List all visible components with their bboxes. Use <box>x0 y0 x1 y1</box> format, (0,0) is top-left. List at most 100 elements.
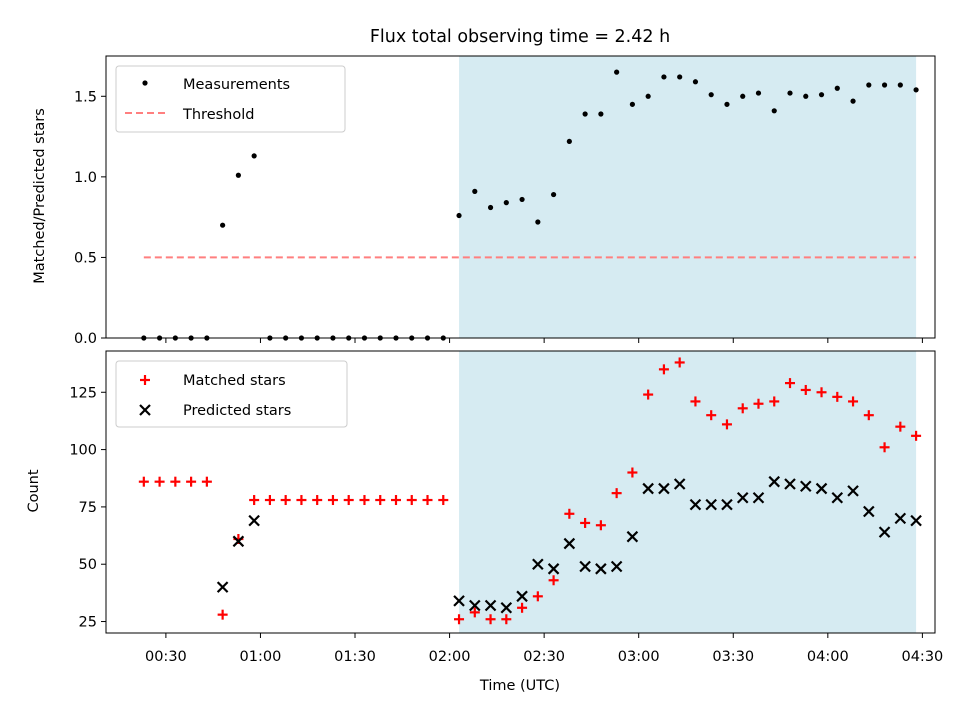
legend-label-threshold: Threshold <box>182 107 254 123</box>
predicted-point <box>500 602 513 614</box>
measurement-point <box>787 90 793 96</box>
predicted-point <box>784 478 796 490</box>
y-tick-label: 75 <box>79 500 97 516</box>
measurement-point <box>645 93 651 99</box>
predicted-point <box>453 595 465 607</box>
y-tick-label: 100 <box>69 443 97 459</box>
measurement-point <box>598 111 604 117</box>
predicted-point <box>847 485 859 497</box>
measurement-point <box>251 153 257 159</box>
predicted-point <box>673 478 686 490</box>
measurement-point <box>582 111 588 117</box>
predicted-point <box>863 505 875 518</box>
measurement-point <box>913 87 919 93</box>
matched-point <box>517 602 528 613</box>
measurement-point <box>677 74 683 80</box>
measurement-point <box>708 92 714 98</box>
x-tick-label: 01:00 <box>240 649 282 665</box>
matched-point <box>406 495 417 506</box>
legend-label-predicted: Predicted stars <box>183 403 291 419</box>
matched-point <box>879 442 890 453</box>
predicted-point <box>532 558 544 570</box>
matched-point <box>485 614 496 625</box>
measurement-point <box>519 196 525 203</box>
measurement-point <box>803 93 809 99</box>
predicted-point <box>878 526 891 538</box>
measurement-point <box>220 222 226 228</box>
measurement-point <box>614 69 620 75</box>
predicted-point <box>516 590 528 603</box>
y-tick-label: 0.5 <box>74 250 97 266</box>
predicted-points <box>216 475 922 614</box>
matched-point <box>438 495 449 506</box>
plot-frame <box>105 55 936 339</box>
measurement-point <box>881 82 888 88</box>
predicted-point <box>831 491 844 504</box>
measurement-point <box>850 98 856 104</box>
y-tick-label: 1.5 <box>74 89 97 105</box>
matched-point <box>264 495 275 506</box>
measurement-point <box>550 191 557 198</box>
measurement-point <box>629 101 635 107</box>
y-axis-label: Count <box>26 469 42 512</box>
matched-point <box>706 410 717 421</box>
y-axis-ticks: 0.0 0.5 1.0 1.5 <box>74 89 106 347</box>
legend: Measurements Threshold <box>115 65 346 133</box>
matched-point <box>186 476 197 487</box>
measurement-point <box>897 82 903 88</box>
measurement-point <box>755 90 762 96</box>
predicted-point <box>894 512 907 525</box>
matched-point <box>170 476 181 487</box>
legend-marker-measurements <box>142 80 148 86</box>
x-tick-label: 03:00 <box>618 649 660 665</box>
matched-point <box>611 488 622 499</box>
matched-point <box>422 495 433 506</box>
measurement-point <box>503 200 509 206</box>
legend-label-matched: Matched stars <box>183 373 286 389</box>
x-axis-ticks <box>165 338 923 343</box>
matched-point <box>595 520 606 531</box>
matched-point <box>249 495 260 506</box>
measurement-point <box>456 212 462 219</box>
measurement-point <box>724 101 730 107</box>
y-tick-label: 0.0 <box>74 331 97 347</box>
matched-point <box>343 495 354 506</box>
matched-point <box>296 495 307 506</box>
predicted-point <box>547 563 560 575</box>
matched-point <box>280 495 291 506</box>
measurement-point <box>818 92 825 98</box>
y-tick-label: 25 <box>79 615 97 631</box>
plot-frame <box>105 350 936 634</box>
predicted-point <box>721 498 733 511</box>
measurement-point <box>472 188 478 194</box>
measurement-point <box>692 79 699 85</box>
predicted-point <box>610 560 623 573</box>
matched-point <box>816 387 827 398</box>
legend-frame <box>115 65 346 133</box>
predicted-point <box>815 482 828 495</box>
measurement-point <box>866 82 872 88</box>
predicted-point <box>799 480 812 493</box>
matched-point <box>911 430 922 441</box>
matched-point <box>658 364 669 375</box>
matched-point <box>217 609 228 620</box>
legend-frame <box>115 360 348 428</box>
bottom-panel: 25 50 75 100 125 00:30 01:00 01:30 02:00 02:30 03… <box>26 350 943 694</box>
matched-point <box>580 517 591 528</box>
predicted-point <box>768 475 781 488</box>
legend: Matched stars Predicted stars <box>115 360 348 428</box>
predicted-point <box>579 560 591 573</box>
measurement-points <box>141 69 919 341</box>
matched-point <box>721 419 732 430</box>
measurement-point <box>834 85 840 91</box>
predicted-point <box>563 537 576 550</box>
matched-point <box>138 476 149 487</box>
y-axis-label: Matched/Predicted stars <box>32 108 48 284</box>
x-tick-label: 02:00 <box>429 649 471 665</box>
y-axis-ticks: 25 50 75 100 125 <box>69 385 106 631</box>
matched-point <box>674 357 685 368</box>
matched-point <box>327 495 338 506</box>
matched-point <box>532 591 543 602</box>
predicted-point <box>484 599 497 612</box>
